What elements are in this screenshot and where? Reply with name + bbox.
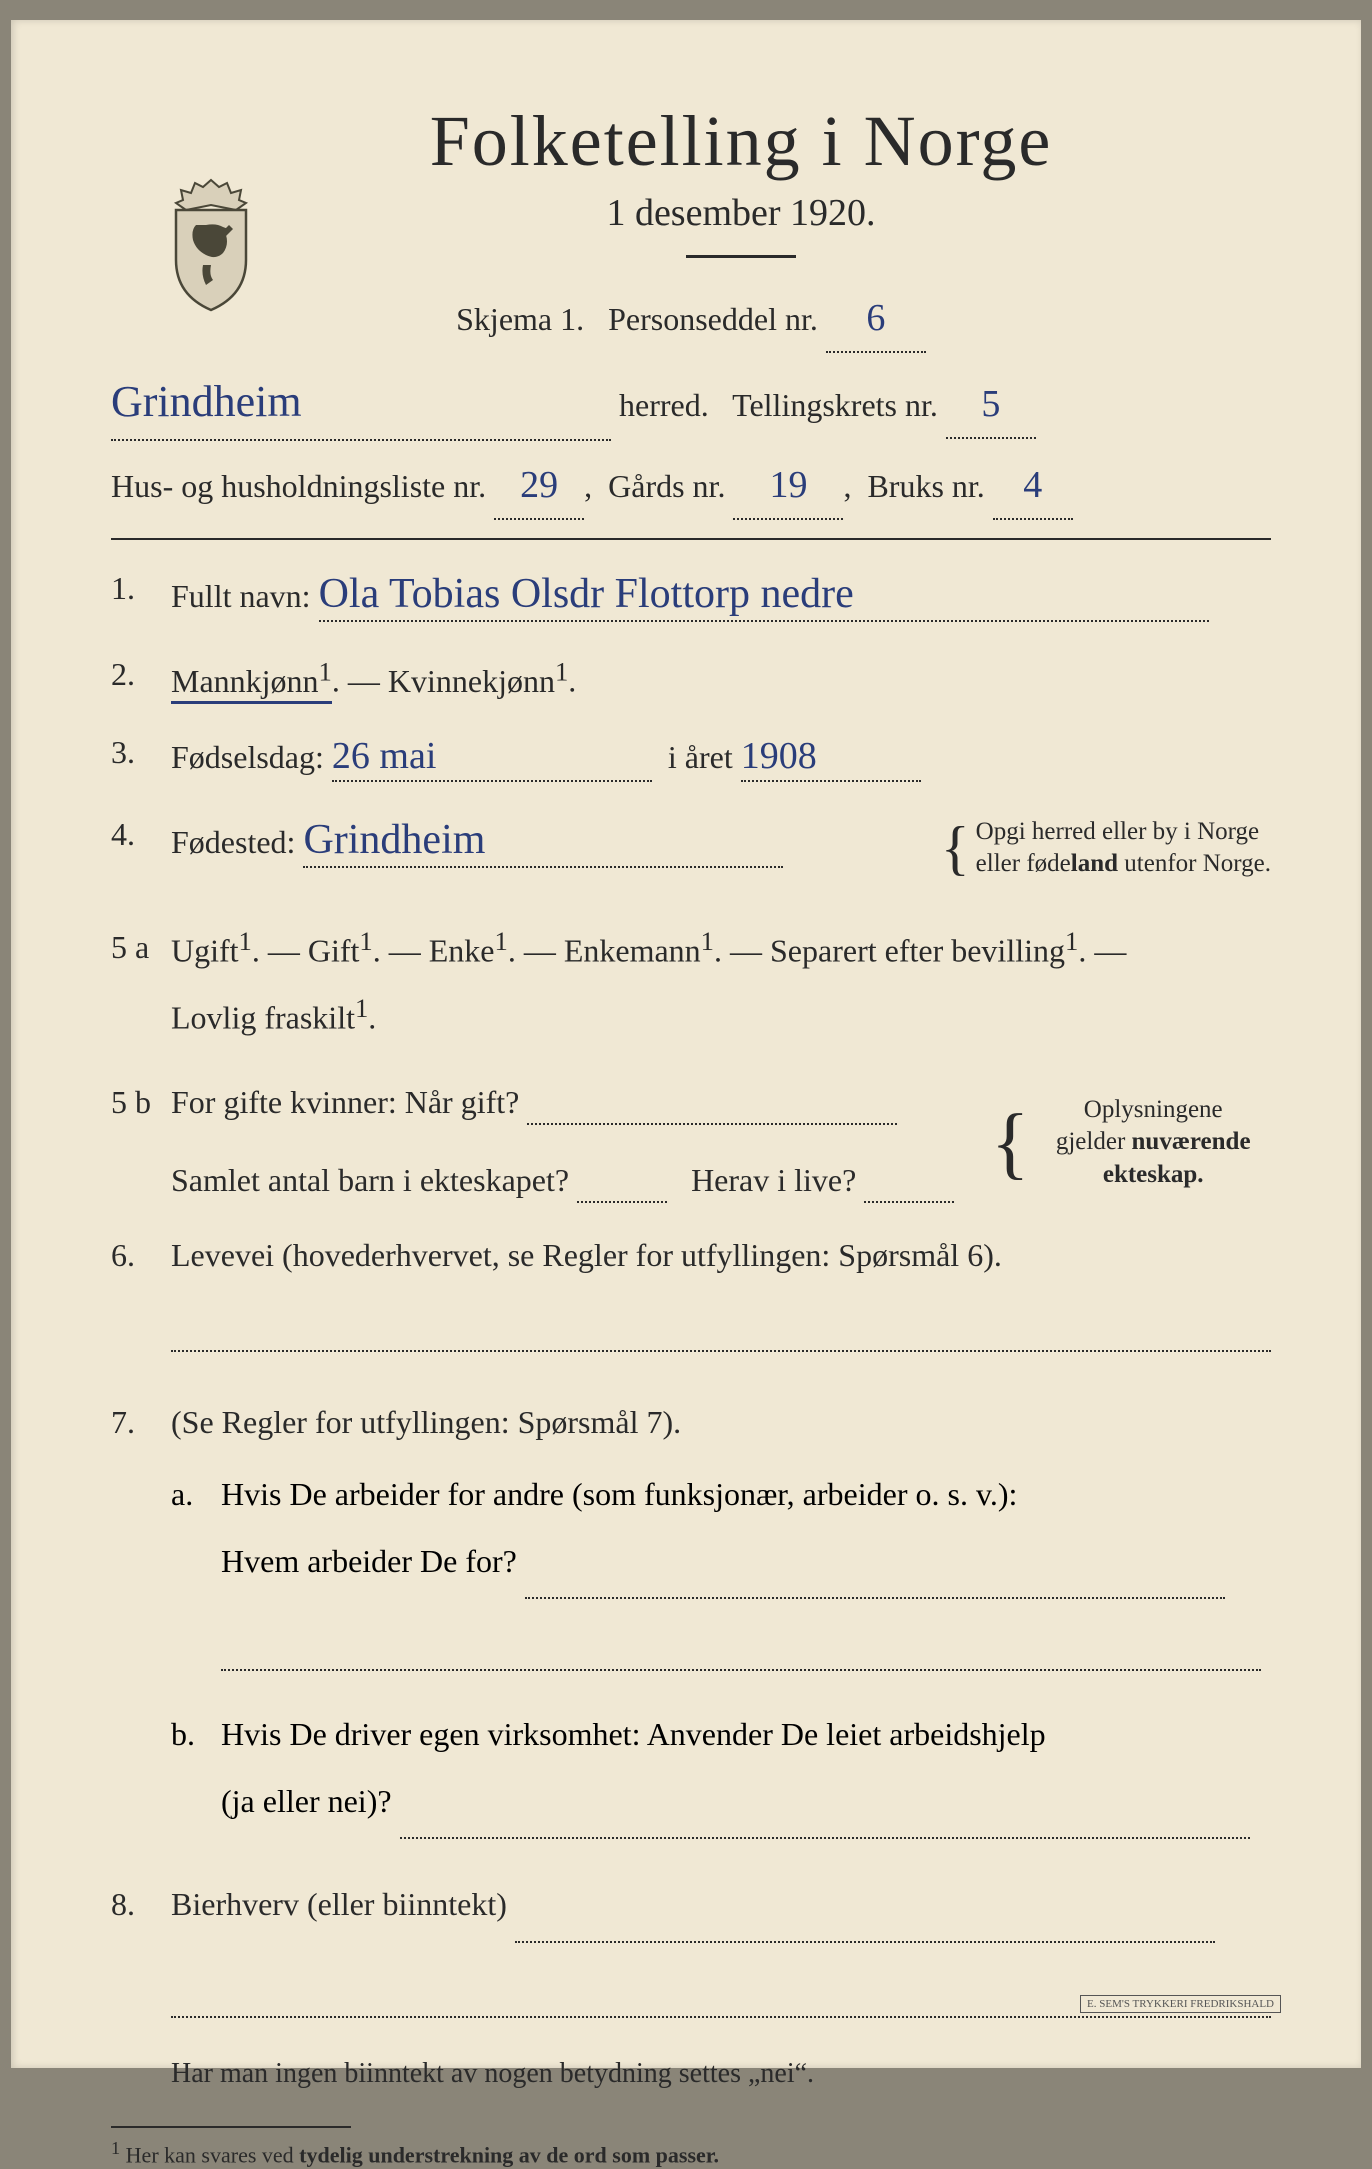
- q4-aside: { Opgi herred eller by i Norge eller fød…: [941, 816, 1271, 881]
- q6: 6. Levevei (hovederhvervet, se Regler fo…: [111, 1237, 1271, 1352]
- title: Folketelling i Norge: [211, 100, 1271, 183]
- q4: 4. Fødested: Grindheim { Opgi herred ell…: [111, 816, 1271, 881]
- schema-label: Skjema 1.: [456, 301, 584, 337]
- personseddel-value: 6: [866, 288, 885, 349]
- q2: 2. Mannkjønn1. — Kvinnekjønn1.: [111, 656, 1271, 700]
- herred-value: Grindheim: [111, 367, 302, 437]
- section-divider: [111, 538, 1271, 540]
- census-form: Folketelling i Norge 1 desember 1920. Sk…: [11, 20, 1361, 2068]
- herred-line: Grindheim herred. Tellingskrets nr. 5: [111, 367, 1271, 441]
- q7-text: (Se Regler for utfyllingen: Spørsmål 7).: [171, 1404, 681, 1440]
- subtitle: 1 desember 1920.: [211, 191, 1271, 235]
- q3-year-label: i året: [668, 739, 733, 775]
- husliste-value: 29: [520, 455, 558, 516]
- herred-label: herred.: [619, 387, 709, 423]
- personseddel-label: Personseddel nr.: [608, 301, 818, 337]
- printer-mark: E. SEM'S TRYKKERI FREDRIKSHALD: [1080, 1995, 1281, 2013]
- bruks-value: 4: [1023, 455, 1042, 516]
- divider: [686, 255, 796, 258]
- q3-day: 26 mai: [332, 734, 436, 778]
- q4-value: Grindheim: [303, 816, 485, 864]
- form-header: Folketelling i Norge 1 desember 1920.: [211, 100, 1271, 258]
- q1: 1. Fullt navn: Ola Tobias Olsdr Flottorp…: [111, 570, 1271, 622]
- q3-label: Fødselsdag:: [171, 739, 324, 775]
- q1-value: Ola Tobias Olsdr Flottorp nedre: [319, 570, 854, 618]
- q3: 3. Fødselsdag: 26 mai i året 1908: [111, 734, 1271, 782]
- gards-label: Gårds nr.: [608, 468, 725, 504]
- footnote-divider: [111, 2126, 351, 2128]
- q7a-line1: Hvis De arbeider for andre (som funksjon…: [221, 1476, 1017, 1512]
- q5b-line1: For gifte kvinner: Når gift?: [171, 1084, 519, 1120]
- q2-mann: Mannkjønn1: [171, 663, 332, 704]
- q6-text: Levevei (hovederhvervet, se Regler for u…: [171, 1237, 1002, 1273]
- q5a: 5 a Ugift1. — Gift1. — Enke1. — Enkemann…: [111, 915, 1271, 1050]
- tellingskrets-label: Tellingskrets nr.: [732, 387, 938, 423]
- q7b-line2: (ja eller nei)?: [221, 1783, 392, 1819]
- schema-line: Skjema 1. Personseddel nr. 6: [111, 288, 1271, 353]
- tellingskrets-value: 5: [981, 374, 1000, 435]
- q5b: 5 b For gifte kvinner: Når gift? Samlet …: [111, 1084, 1271, 1203]
- q7a: a. Hvis De arbeider for andre (som funks…: [111, 1461, 1271, 1671]
- q3-year: 1908: [741, 734, 817, 778]
- q7: 7. (Se Regler for utfyllingen: Spørsmål …: [111, 1404, 1271, 1441]
- q8-label: Bierhverv (eller biinntekt): [171, 1886, 507, 1922]
- footnote: 1 Her kan svares ved tydelig understrekn…: [111, 2138, 1271, 2168]
- bruks-label: Bruks nr.: [867, 468, 984, 504]
- q5b-line2b: Herav i live?: [691, 1162, 856, 1198]
- q7b-line1: Hvis De driver egen virksomhet: Anvender…: [221, 1716, 1046, 1752]
- note: Har man ingen biinntekt av nogen betydni…: [171, 2052, 1271, 2097]
- husliste-line: Hus- og husholdningsliste nr. 29, Gårds …: [111, 455, 1271, 520]
- gards-value: 19: [769, 455, 807, 516]
- q5b-line2a: Samlet antal barn i ekteskapet?: [171, 1162, 569, 1198]
- q7a-line2: Hvem arbeider De for?: [221, 1543, 517, 1579]
- husliste-label: Hus- og husholdningsliste nr.: [111, 468, 486, 504]
- q1-label: Fullt navn:: [171, 578, 311, 614]
- q7b: b. Hvis De driver egen virksomhet: Anven…: [111, 1701, 1271, 1839]
- q2-kvinne: Kvinnekjønn1: [388, 663, 568, 699]
- q4-label: Fødested:: [171, 824, 295, 860]
- q5b-aside: { Oplysningene gjelder nuværende ekteska…: [991, 1084, 1271, 1192]
